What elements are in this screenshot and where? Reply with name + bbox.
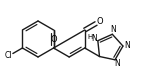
- Text: N: N: [114, 59, 120, 68]
- Text: H: H: [88, 34, 93, 40]
- Text: N: N: [124, 41, 130, 50]
- Text: Cl: Cl: [5, 51, 12, 60]
- Text: O: O: [96, 17, 103, 26]
- Text: N: N: [110, 25, 116, 34]
- Text: O: O: [50, 35, 57, 45]
- Text: N: N: [91, 34, 97, 43]
